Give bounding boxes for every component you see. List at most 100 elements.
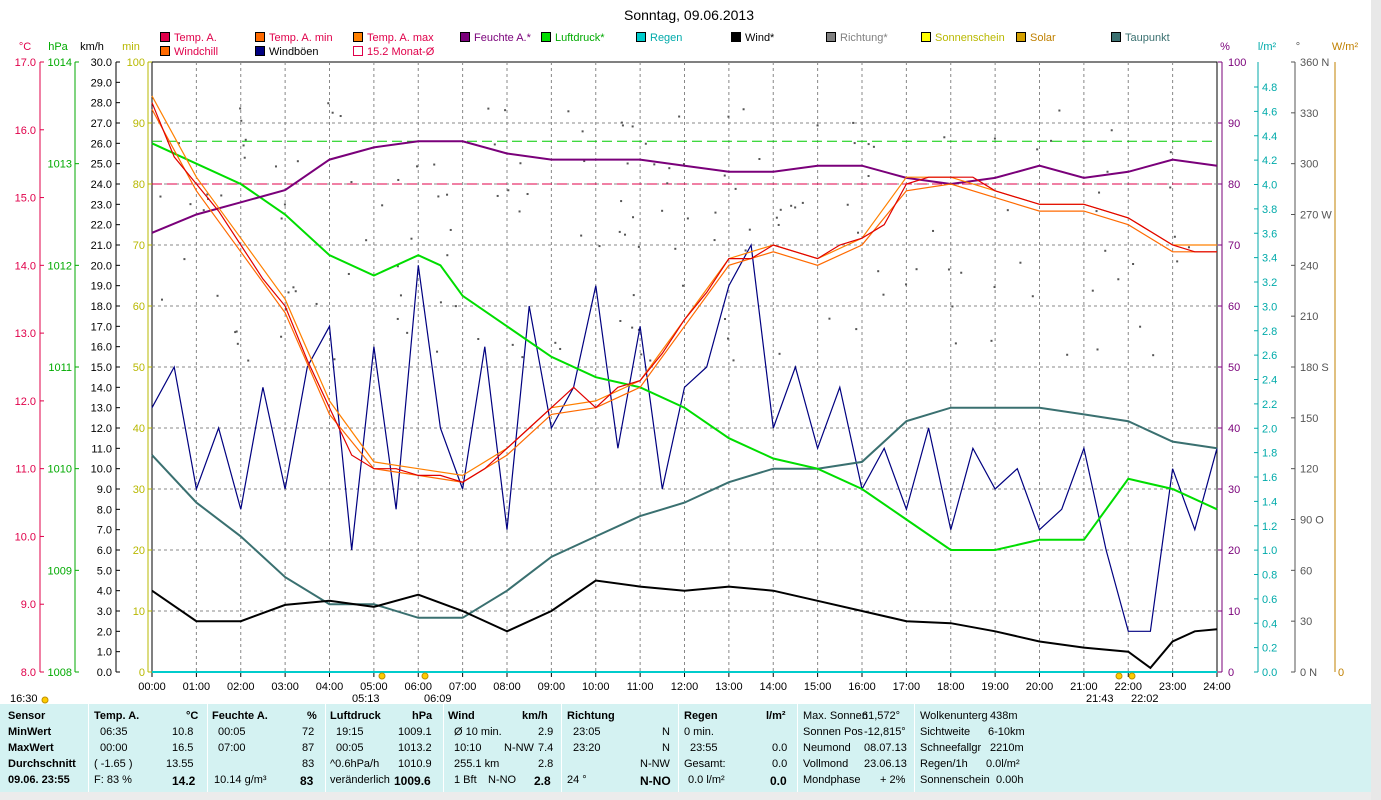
direction-dot [410,237,413,240]
stats-wind-time: 255.1 km [454,758,500,770]
direction-dot [365,239,368,242]
direction-dot [853,142,856,145]
sunset2-marker [1128,672,1136,680]
wind-axis-tick-label: 3.0 [97,606,112,618]
rain-axis-tick-label: 2.8 [1262,326,1277,338]
wind-axis-tick-label: 27.0 [91,118,112,130]
direction-dot [177,142,180,145]
direction-dot [1132,263,1135,266]
weather-chart: Sonntag, 09.06.2013 00:00 01:00 02:00 03:00 0… [10,7,1359,704]
direction-axis-tick-label: 180 S [1300,362,1329,374]
direction-dot [777,223,780,226]
direction-dot [775,216,778,219]
legend-item: Taupunkt [1111,32,1170,44]
direction-dot [1091,289,1094,292]
direction-dot [661,209,664,212]
legend-label: Sonnenschein [935,32,1005,44]
stats-extra-value: 438m [990,710,1018,722]
direction-dot [872,145,875,148]
direction-dot [287,291,290,294]
stats-druck-unit: hPa [412,710,433,722]
direction-dot [915,268,918,271]
stats-sensor-header: Sensor [8,710,46,722]
rain-axis-tick-label: 1.4 [1262,496,1277,508]
direction-dot [580,234,583,237]
stats-row-label: MinWert [8,726,52,738]
stats-feuchte-header: Feuchte A. [212,710,268,722]
wind-axis-tick-label: 26.0 [91,138,112,150]
x-tick-label: 13:00 [715,681,743,693]
temp-axis-tick-label: 14.0 [15,260,36,272]
min-axis-tick-label: 100 [127,57,145,69]
direction-dot [727,337,730,340]
wind-axis-tick-label: 28.0 [91,98,112,110]
direction-dot [396,317,399,320]
series-line-taupunkt [151,406,1218,619]
min-axis-tick-label: 10 [133,606,145,618]
direction-dot [744,249,747,252]
direction-dot [183,258,186,261]
temp-axis-tick-label: 10.0 [15,531,36,543]
stats-druck-value: 1013.2 [398,742,432,754]
legend-label: Temp. A. min [269,32,333,44]
x-tick-label: 07:00 [449,681,477,693]
rain-axis-tick-label: 2.4 [1262,375,1277,387]
direction-dot [433,163,436,166]
rain-axis-tick-label: 1.6 [1262,472,1277,484]
stats-feuchte-time: 07:00 [218,742,246,754]
direction-dot [1066,353,1069,356]
direction-dot [632,216,635,219]
legend-swatch [636,32,646,42]
direction-dot [399,294,402,297]
direction-dot [189,203,192,206]
x-tick-label: 24:00 [1203,681,1231,693]
legend-item: Temp. A. max [353,32,434,44]
min-axis-unit: min [122,41,140,53]
legend-item: Richtung* [826,32,888,44]
wind-axis-tick-label: 7.0 [97,525,112,537]
stats-wind-time: Ø 10 min. [454,726,502,738]
wind-axis-tick-label: 4.0 [97,586,112,598]
wind-axis-unit: km/h [80,41,104,53]
direction-dot [347,272,350,275]
rain-axis-tick-label: 4.8 [1262,82,1277,94]
stats-richtung-value: N-NW [640,758,670,770]
stats-sonne-label: Max. Sonnen [803,710,868,722]
direction-dot [160,298,163,301]
direction-dot [724,317,727,320]
wind-axis-tick-label: 0.0 [97,667,112,679]
direction-dot [339,115,342,118]
humidity-axis-unit: % [1220,41,1230,53]
stats-regen-value: 0.0 [770,774,787,788]
stats-row-label: Durchschnitt [8,758,76,770]
chart-title: Sonntag, 09.06.2013 [624,7,754,23]
wind-axis-tick-label: 24.0 [91,179,112,191]
direction-dot [778,352,781,355]
legend-item: Luftdruck* [541,32,605,44]
direction-dot [159,195,162,198]
solar-axis-unit: W/m² [1332,41,1359,53]
direction-axis-tick-label: 120 [1300,464,1318,476]
direction-dot [644,142,647,145]
direction-dot [867,175,870,178]
series-line-temp-a [151,102,1217,483]
direction-dot [618,230,621,233]
direction-axis-unit: ° [1296,41,1300,53]
min-axis-tick-label: 50 [133,362,145,374]
direction-dot [449,228,452,231]
stats-regen-header: Regen [684,710,718,722]
sunrise2-marker [421,672,429,680]
direction-dot [666,182,669,185]
temp-axis-unit: °C [19,41,31,53]
direction-axis-tick-label: 150 [1300,413,1318,425]
humidity-axis-tick-label: 40 [1228,423,1240,435]
direction-dot [239,107,242,110]
stats-druck-header: Luftdruck [330,710,381,722]
stats-regen-unit: l/m² [766,710,786,722]
direction-dot [1019,261,1022,264]
humidity-axis-tick-label: 20 [1228,545,1240,557]
stats-sonne-value: + 2% [880,774,906,786]
legend-swatch [353,46,363,56]
wind-axis-tick-label: 17.0 [91,321,112,333]
stats-temp-time: ( -1.65 ) [94,758,133,770]
